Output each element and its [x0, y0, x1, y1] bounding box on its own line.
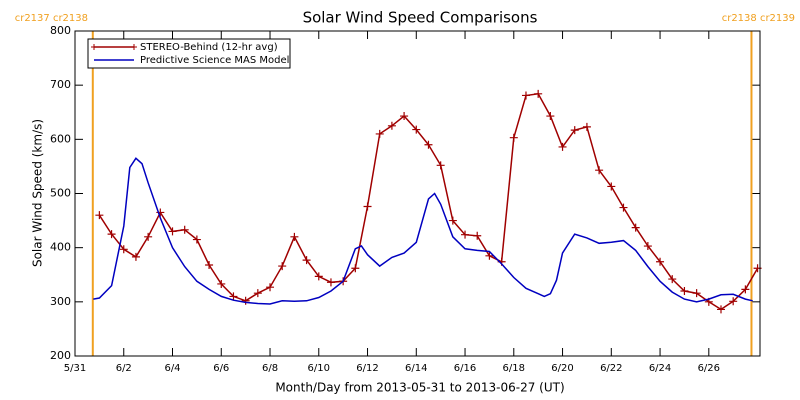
plot-frame [74, 30, 761, 357]
data-point [656, 257, 665, 266]
data-point [266, 283, 275, 292]
data-point [375, 129, 384, 138]
x-tick-label: 6/24 [649, 363, 671, 374]
x-tick-label: 6/18 [503, 363, 525, 374]
legend-label: STEREO-Behind (12-hr avg) [140, 42, 278, 53]
legend-marker [131, 44, 137, 50]
y-tick-label: 500 [50, 187, 71, 200]
data-point [326, 278, 335, 287]
data-point [631, 223, 640, 232]
data-point [509, 133, 518, 142]
series-line [93, 157, 753, 305]
data-point [424, 140, 433, 149]
data-point [595, 166, 604, 175]
y-tick-label: 200 [50, 349, 71, 362]
data-point [131, 252, 140, 261]
data-point [448, 216, 457, 225]
data-point [461, 230, 470, 239]
data-point [205, 261, 214, 269]
data-point [217, 279, 226, 288]
x-tick-label: 6/8 [262, 363, 278, 374]
x-tick-label: 6/2 [116, 363, 132, 374]
data-point [241, 296, 250, 305]
data-point [229, 292, 238, 301]
data-point [716, 305, 725, 314]
x-tick-label: 6/14 [405, 363, 427, 374]
data-point [95, 211, 104, 220]
y-tick-label: 800 [50, 24, 71, 37]
y-axis-label: Solar Wind Speed (km/s) [31, 119, 45, 267]
data-point [278, 262, 287, 271]
data-point [168, 227, 177, 236]
data-point [692, 289, 701, 298]
data-point [534, 89, 543, 98]
data-point [741, 285, 750, 294]
data-point [412, 125, 421, 134]
data-point [729, 297, 738, 306]
data-point [546, 112, 555, 121]
data-point [363, 202, 372, 211]
x-tick-label: 6/4 [164, 363, 180, 374]
x-tick-label: 6/22 [600, 363, 622, 374]
y-tick-label: 300 [50, 295, 71, 308]
data-point [314, 272, 323, 281]
annotation-label: cr2137 cr2138 [15, 13, 88, 24]
x-tick-label: 6/6 [213, 363, 229, 374]
legend-label: Predictive Science MAS Model [140, 55, 289, 66]
annotation-label: cr2138 cr2139 [722, 13, 795, 24]
x-tick-label: 6/16 [454, 363, 476, 374]
data-point [558, 142, 567, 151]
data-point [290, 232, 299, 241]
data-point [107, 230, 116, 239]
x-tick-label: 6/12 [356, 363, 378, 374]
y-tick-label: 700 [50, 78, 71, 91]
data-point [582, 122, 591, 131]
data-point [680, 287, 689, 295]
data-point [521, 91, 530, 100]
legend-marker [91, 44, 97, 50]
y-tick-label: 400 [50, 241, 71, 254]
data-point [119, 245, 128, 254]
data-point [302, 256, 311, 265]
data-point [570, 126, 579, 135]
data-point [144, 232, 153, 241]
data-point [192, 235, 201, 244]
y-tick-label: 600 [50, 132, 71, 145]
data-point [400, 112, 409, 121]
x-tick-label: 6/20 [551, 363, 573, 374]
data-point [619, 203, 628, 212]
x-tick-label: 5/31 [64, 363, 86, 374]
data-point [643, 242, 652, 251]
data-point [180, 225, 189, 234]
data-point [485, 251, 494, 260]
data-point [607, 182, 616, 191]
data-point [436, 161, 445, 170]
data-point [351, 264, 360, 273]
x-tick-label: 6/26 [698, 363, 720, 374]
data-point [387, 121, 396, 130]
chart-title: Solar Wind Speed Comparisons [303, 9, 538, 27]
legend-box [87, 38, 291, 69]
x-axis-label: Month/Day from 2013-05-31 to 2013-06-27 … [275, 381, 564, 395]
x-tick-label: 6/10 [308, 363, 330, 374]
data-point [473, 231, 482, 240]
data-point [668, 275, 677, 284]
data-point [253, 289, 262, 298]
